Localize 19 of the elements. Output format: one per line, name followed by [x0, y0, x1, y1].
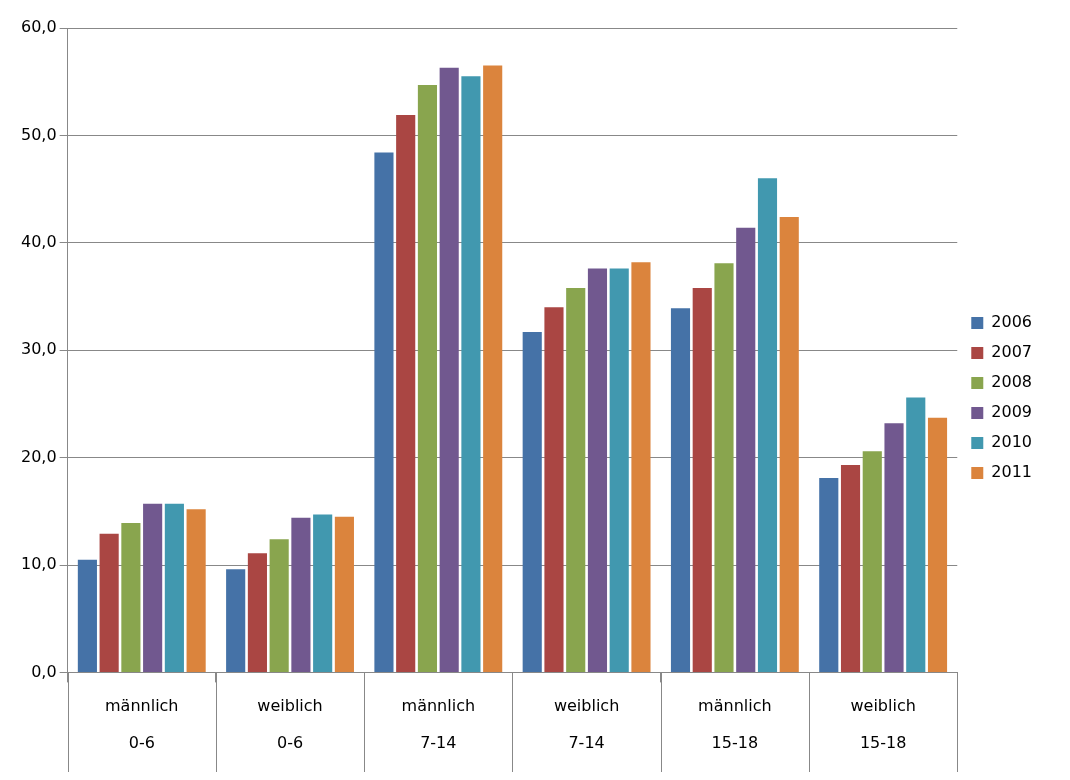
legend-label: 2010	[991, 432, 1032, 452]
x-tick-label: männlich 0-6	[105, 695, 179, 752]
x-tick-label: männlich 7-14	[401, 695, 476, 752]
y-tick-label: 10,0	[21, 554, 57, 574]
legend-label: 2011	[991, 462, 1032, 482]
y-tick-label: 60,0	[21, 17, 57, 37]
y-tick-label: 0,0	[31, 661, 57, 681]
legend-label: 2007	[991, 342, 1032, 362]
legend-label: 2009	[991, 402, 1032, 422]
x-tick-label: weiblich 15-18	[850, 695, 916, 752]
x-tick-label: männlich 15-18	[698, 695, 772, 752]
legend-label: 2006	[991, 312, 1032, 332]
x-tick-label: weiblich 0-6	[257, 695, 323, 752]
y-tick-label: 50,0	[21, 124, 57, 144]
y-tick-label: 20,0	[21, 446, 57, 466]
x-tick-label: weiblich 7-14	[553, 695, 620, 752]
y-tick-label: 30,0	[21, 339, 57, 359]
legend-label: 2008	[991, 372, 1032, 392]
y-tick-label: 40,0	[21, 231, 57, 251]
